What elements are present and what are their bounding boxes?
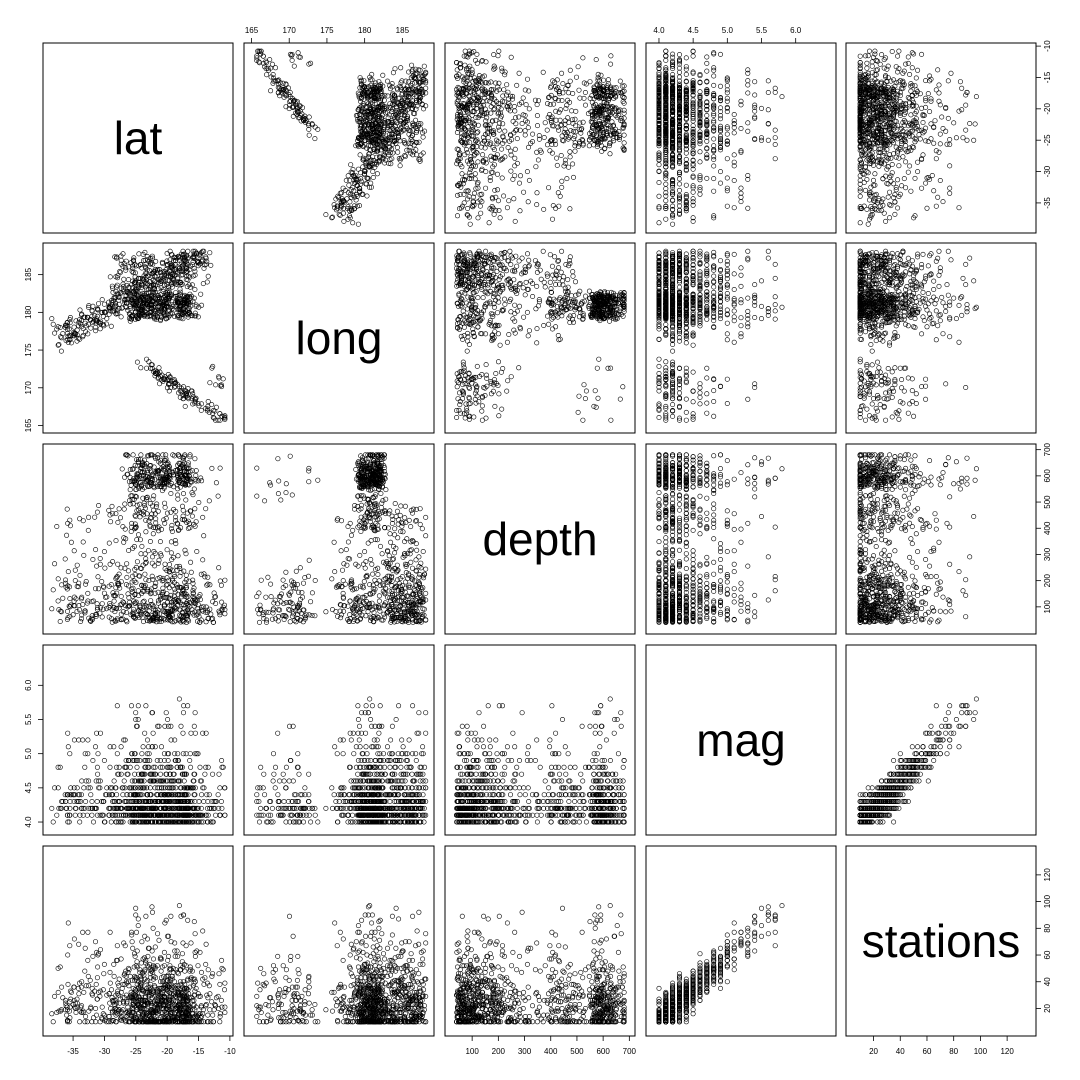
scatterplot-matrix: 165 170 175 180 185 4.0 4.5 5.0 5.5 6.0-35 -30 -25-… <box>0 0 1080 1080</box>
